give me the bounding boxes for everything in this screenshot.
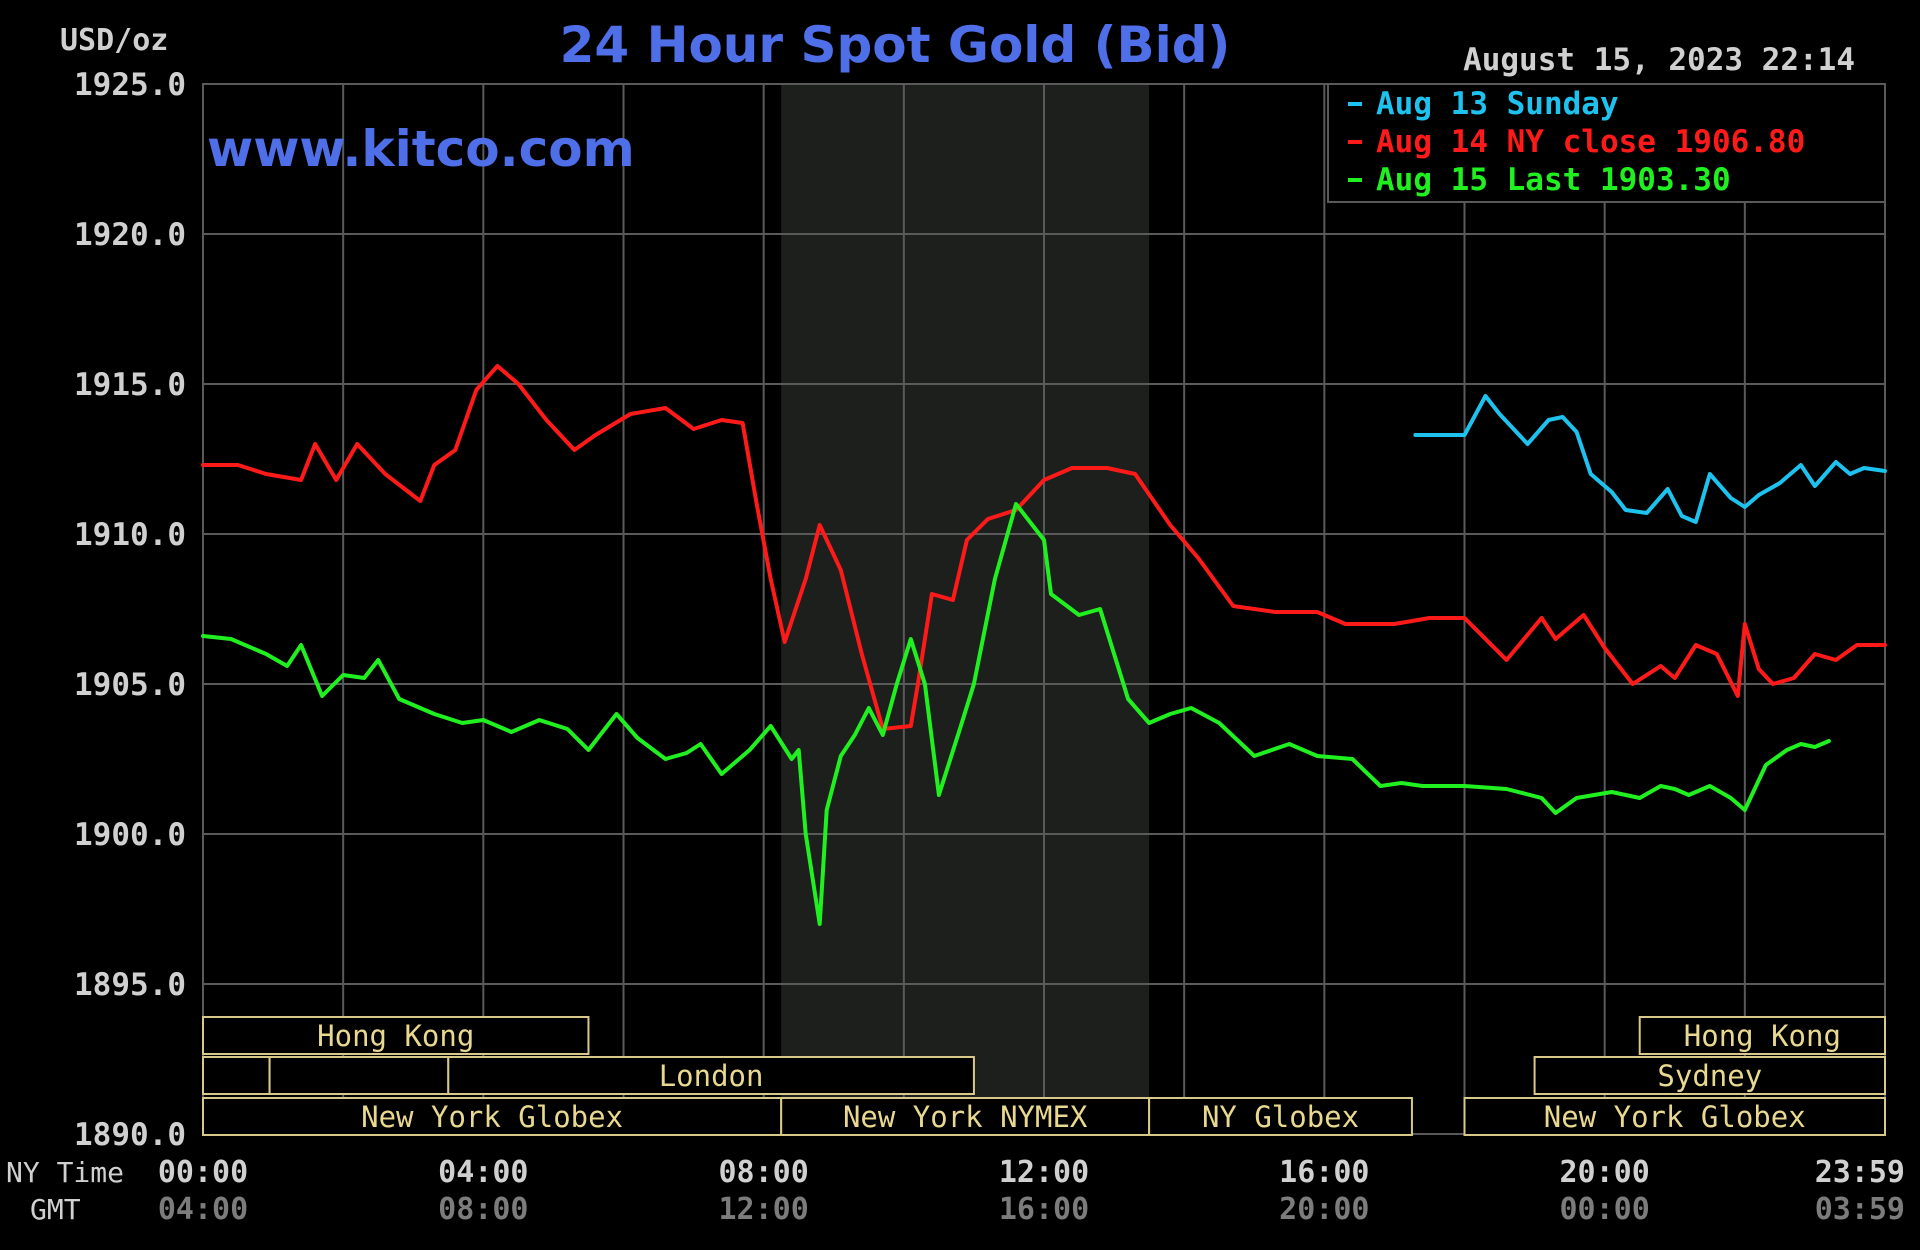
- x-row-label-gmt: GMT: [30, 1193, 81, 1226]
- market-box-5: [1533, 1056, 1887, 1095]
- x-tick-ny-3: 12:00: [999, 1155, 1089, 1190]
- x-tick-ny-0: 00:00: [158, 1155, 248, 1190]
- y-tick-label-5: 1900.0: [74, 817, 186, 853]
- market-label-1: Hong Kong: [1684, 1019, 1841, 1053]
- market-box-7: [780, 1097, 1151, 1136]
- market-box-3: [268, 1056, 450, 1095]
- market-box-4: [447, 1056, 975, 1095]
- y-tick-label-3: 1910.0: [74, 517, 186, 553]
- x-tick-gmt-4: 20:00: [1279, 1192, 1369, 1227]
- market-label-0: Hong Kong: [317, 1019, 474, 1053]
- legend-entry-2: Aug 15 Last 1903.30: [1376, 162, 1731, 198]
- series-layer: [201, 364, 1887, 926]
- y-tick-label-2: 1915.0: [74, 367, 186, 403]
- y-tick-label-4: 1905.0: [74, 667, 186, 703]
- market-box-8: [1148, 1097, 1413, 1136]
- legend-box: [1327, 83, 1886, 203]
- unit-label: USD/oz: [60, 23, 168, 58]
- market-label-5: Sydney: [1657, 1059, 1762, 1093]
- shaded-session-band: [781, 84, 1150, 1134]
- x-tick-labels: 00:0004:0004:0008:0008:0012:0012:0016:00…: [158, 1155, 1905, 1227]
- market-box-6: [202, 1097, 783, 1136]
- x-tick-gmt-2: 12:00: [719, 1192, 809, 1227]
- market-box-2: [202, 1056, 271, 1095]
- y-tick-label-1: 1920.0: [74, 217, 186, 253]
- legend-entry-1: Aug 14 NY close 1906.80: [1376, 124, 1805, 160]
- y-tick-label-6: 1895.0: [74, 967, 186, 1003]
- market-label-6: New York Globex: [361, 1100, 623, 1134]
- x-tick-ny-6: 23:59: [1815, 1155, 1905, 1190]
- x-tick-gmt-0: 04:00: [158, 1192, 248, 1227]
- market-box-1: [1638, 1016, 1887, 1055]
- series-line-0: [1413, 394, 1887, 524]
- x-tick-gmt-6: 03:59: [1815, 1192, 1905, 1227]
- market-box-0: [202, 1016, 590, 1055]
- legend-entry-0: Aug 13 Sunday: [1376, 86, 1619, 122]
- x-tick-gmt-3: 16:00: [999, 1192, 1089, 1227]
- x-tick-ny-2: 08:00: [719, 1155, 809, 1190]
- market-label-7: New York NYMEX: [843, 1100, 1088, 1134]
- y-tick-label-7: 1890.0: [74, 1117, 186, 1153]
- y-tick-label-0: 1925.0: [74, 67, 186, 103]
- watermark-text: www.kitco.com: [207, 120, 635, 178]
- x-row-label-ny: NY Time: [6, 1156, 124, 1189]
- market-label-9: New York Globex: [1544, 1100, 1806, 1134]
- x-tick-gmt-1: 08:00: [438, 1192, 528, 1227]
- chart-title: 24 Hour Spot Gold (Bid): [560, 16, 1231, 74]
- x-tick-ny-4: 16:00: [1279, 1155, 1369, 1190]
- series-line-1: [201, 364, 1887, 731]
- market-sessions-layer: Hong Kong Hong Kong London Sydney New York G…: [202, 1016, 1887, 1136]
- x-tick-ny-1: 04:00: [438, 1155, 528, 1190]
- timestamp: August 15, 2023 22:14: [1463, 42, 1855, 78]
- market-label-8: NY Globex: [1202, 1100, 1359, 1134]
- series-line-2: [201, 502, 1831, 926]
- y-tick-labels: 1925.0 1920.0 1915.0 1910.0 1905.0 1900.0 1895…: [74, 67, 186, 1153]
- x-tick-ny-5: 20:00: [1560, 1155, 1650, 1190]
- market-box-9: [1463, 1097, 1886, 1136]
- x-tick-gmt-5: 00:00: [1560, 1192, 1650, 1227]
- shaded-session-layer: [781, 84, 1150, 1134]
- market-label-4: London: [659, 1059, 764, 1093]
